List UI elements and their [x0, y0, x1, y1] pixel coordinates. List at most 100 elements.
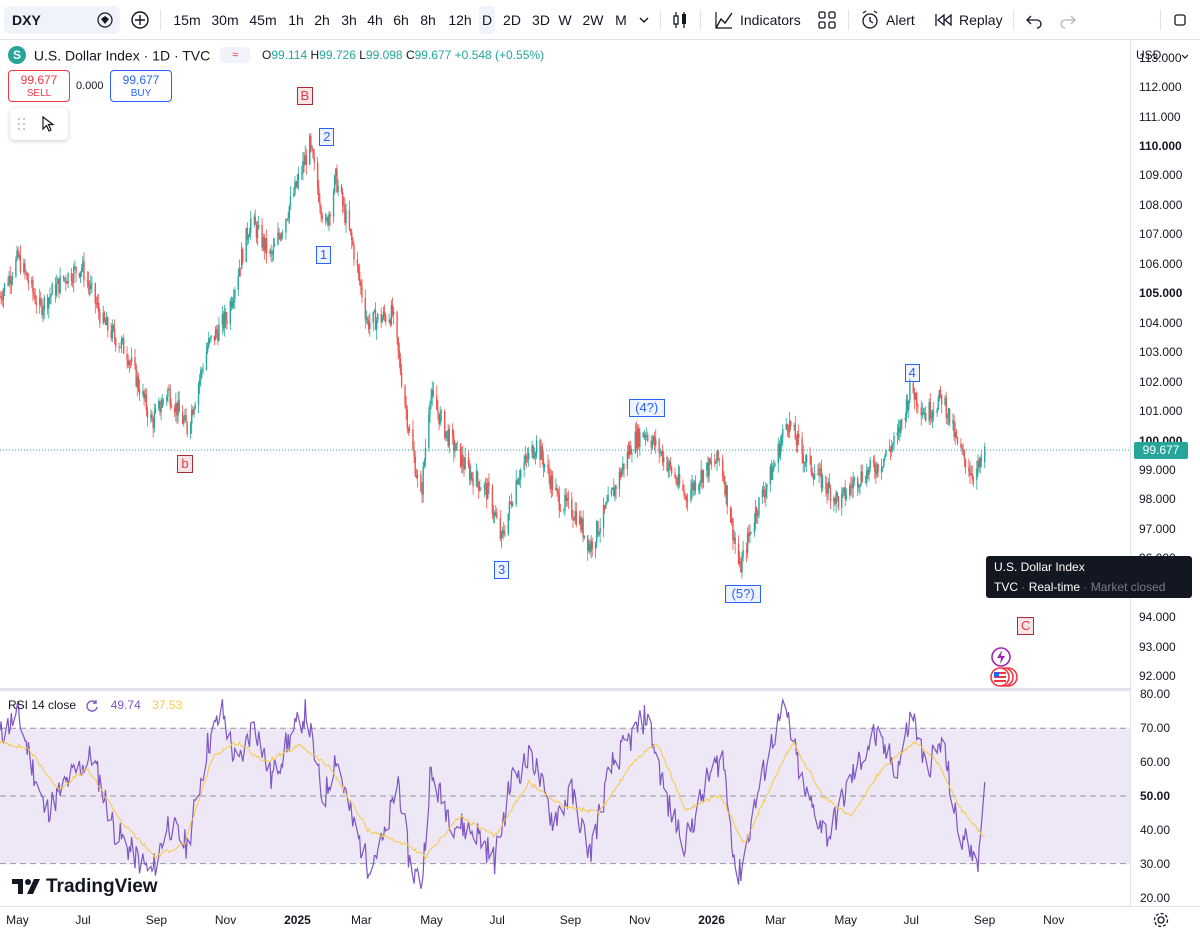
candle-body [18, 254, 20, 257]
compare-add-icon[interactable] [128, 8, 152, 32]
replay-button[interactable]: Replay [959, 12, 1003, 28]
drag-handle-icon[interactable] [16, 116, 28, 132]
buy-button[interactable]: 99.677 BUY [110, 70, 172, 102]
candle-body [352, 240, 354, 245]
interval-3h[interactable]: 3h [341, 12, 357, 28]
lightning-event-icon[interactable] [990, 646, 1012, 668]
redo-icon[interactable] [1056, 8, 1080, 32]
candle-body [692, 483, 694, 491]
tradingview-logo[interactable]: TradingView [12, 876, 158, 898]
interval-2h[interactable]: 2h [314, 12, 330, 28]
replay-rewind-icon[interactable] [932, 8, 956, 32]
candle-body [559, 510, 562, 512]
cursor-arrow-icon[interactable] [40, 115, 58, 133]
candle-body [619, 471, 622, 477]
candle-body [913, 392, 916, 400]
candle-body [572, 516, 574, 520]
price-tick-label: 112.000 [1139, 80, 1182, 95]
price-axis[interactable]: 92.00093.00094.00095.00096.00097.00098.0… [1130, 40, 1200, 906]
price-tick-label: 99.000 [1139, 463, 1176, 478]
time-axis[interactable]: May Jul Sep Nov 2025 Mar May Jul Sep Nov 2026 Mar Ma… [0, 906, 1200, 932]
chevron-down-icon[interactable] [632, 8, 656, 32]
candle-body [230, 301, 233, 307]
candle-body [946, 417, 949, 419]
candle-body [111, 325, 114, 339]
interval-2W[interactable]: 2W [582, 12, 604, 28]
symbol-search[interactable]: DXY [4, 6, 120, 34]
candle-body [754, 507, 757, 523]
candle-body [558, 494, 561, 511]
candle-body [881, 466, 884, 468]
indicators-icon[interactable] [712, 8, 736, 32]
candle-body [952, 420, 954, 424]
layouts-grid-icon[interactable] [815, 8, 839, 32]
interval-8h[interactable]: 8h [420, 12, 436, 28]
interval-1h[interactable]: 1h [288, 12, 304, 28]
candle-body [493, 512, 496, 516]
interval-12h[interactable]: 12h [448, 12, 472, 28]
symbol-title[interactable]: U.S. Dollar Index · 1D · TVC [33, 47, 211, 64]
ohlc-values: O99.114 H99.726 L99.098 C99.677 +0.548 (… [262, 48, 544, 62]
interval-M[interactable]: M [615, 12, 627, 28]
wave-label-2[interactable]: 2 [319, 128, 335, 147]
candle-body [364, 297, 367, 320]
indicators-button[interactable]: Indicators [740, 12, 801, 28]
wave-label-b[interactable]: b [177, 455, 193, 474]
interval-30m[interactable]: 30m [211, 12, 239, 28]
pane-separator[interactable] [0, 688, 1130, 691]
wave-label-C[interactable]: C [1016, 617, 1035, 636]
interval-2D[interactable]: 2D [503, 12, 521, 28]
candle-body [445, 431, 447, 439]
undo-icon[interactable] [1022, 8, 1046, 32]
candles-chart-type-icon[interactable] [668, 8, 692, 32]
candle-body [714, 461, 716, 464]
candle-body [821, 476, 824, 489]
candle-body [463, 465, 465, 470]
candle-body [70, 273, 73, 282]
sell-button[interactable]: 99.677 SELL [8, 70, 70, 102]
interval-6h[interactable]: 6h [393, 12, 409, 28]
candle-body [436, 395, 438, 410]
currency-selector[interactable]: USD [1136, 48, 1192, 66]
interval-D[interactable]: D [479, 6, 495, 34]
candle-body [653, 436, 656, 446]
interval-3D[interactable]: 3D [532, 12, 550, 28]
wave-label-4[interactable]: 4 [904, 363, 920, 382]
interval-W[interactable]: W [558, 12, 572, 28]
wave-label-1[interactable]: 1 [315, 246, 332, 265]
fullscreen-square-icon[interactable] [1168, 8, 1192, 32]
rsi-tick-label: 40.00 [1140, 822, 1171, 837]
candle-body [360, 281, 362, 287]
wave-label-4[interactable]: (4?) [628, 399, 665, 418]
alert-clock-icon[interactable] [858, 8, 882, 32]
candle-body [42, 309, 44, 316]
settings-gear-icon[interactable] [1152, 911, 1170, 929]
alert-button[interactable]: Alert [886, 12, 915, 28]
interval-4h[interactable]: 4h [367, 12, 383, 28]
wave-label-B[interactable]: B [296, 86, 314, 105]
candle-body [51, 284, 53, 295]
visibility-toggle[interactable]: ≈ [220, 47, 251, 64]
candle-body [380, 313, 382, 323]
candle-body [557, 490, 559, 495]
rsi-tick-label: 70.00 [1140, 721, 1171, 736]
candle-body [161, 399, 163, 408]
rsi-label[interactable]: RSI 14 close [8, 698, 77, 712]
candle-body [454, 449, 456, 452]
candle-body [811, 471, 814, 476]
candle-body [372, 311, 374, 323]
tooltip-mode: Real-time [1028, 580, 1081, 594]
candle-body [856, 477, 859, 488]
wave-label-5[interactable]: (5?) [725, 584, 762, 603]
watchlist-flag-icon[interactable] [96, 11, 114, 29]
candle-body [375, 320, 378, 330]
wave-label-3[interactable]: 3 [493, 561, 510, 580]
us-flag-events-icon[interactable] [990, 666, 1018, 688]
candle-body [46, 297, 49, 309]
candle-body [374, 310, 377, 330]
interval-45m[interactable]: 45m [249, 12, 277, 28]
candle-body [58, 278, 60, 293]
candle-body [287, 217, 289, 220]
interval-15m[interactable]: 15m [173, 12, 201, 28]
